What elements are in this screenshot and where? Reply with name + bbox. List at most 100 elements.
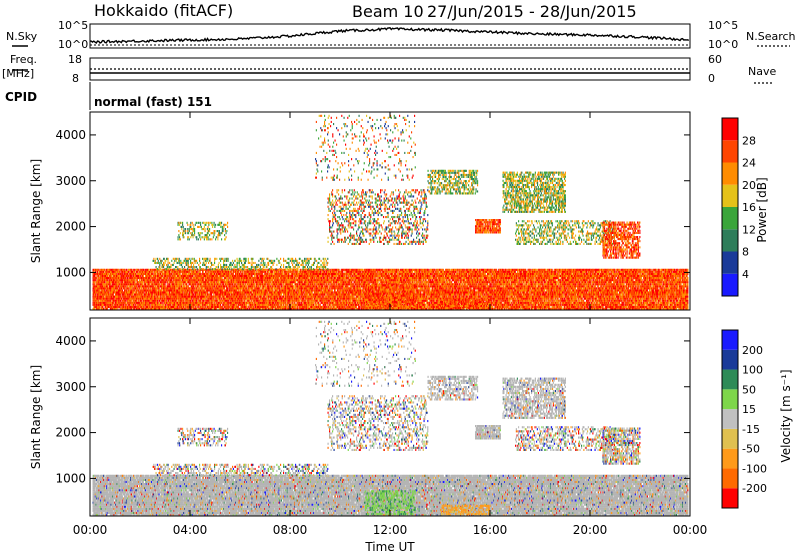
- power-cell: [162, 302, 163, 304]
- power-cell: [139, 287, 140, 289]
- power-cell: [205, 294, 206, 296]
- power-cell: [141, 287, 142, 289]
- power-cell: [114, 289, 115, 291]
- power-cell: [192, 298, 193, 300]
- power-cell: [191, 277, 192, 279]
- power-cell: [126, 285, 127, 287]
- power-cell: [214, 285, 215, 287]
- power-cell: [119, 281, 120, 283]
- power-cell: [203, 271, 204, 273]
- power-cell: [150, 306, 151, 308]
- station-title: Hokkaido (fitACF): [94, 1, 233, 20]
- nsky-line: [90, 28, 689, 43]
- power-cell: [116, 273, 117, 275]
- power-cell: [138, 269, 139, 271]
- power-cell: [103, 271, 104, 273]
- power-cell: [244, 300, 245, 302]
- power-cell: [133, 304, 134, 306]
- power-cell: [219, 281, 220, 283]
- power-cell: [176, 287, 177, 289]
- power-cell: [94, 275, 95, 277]
- freq-label: Freq.: [10, 53, 37, 66]
- nsearch-bottom-tick: 10^0: [708, 38, 738, 51]
- power-cell: [156, 273, 157, 275]
- power-cell: [169, 271, 170, 273]
- power-cell: [148, 269, 149, 271]
- power-cell: [137, 287, 138, 289]
- power-cell: [229, 273, 230, 275]
- nsearch-label: N.Search: [746, 30, 796, 43]
- power-cell: [152, 294, 153, 296]
- power-cell: [228, 304, 229, 306]
- power-cell: [183, 291, 184, 293]
- freq-unit-label: [MHz]: [2, 67, 34, 80]
- power-cell: [151, 275, 152, 277]
- power-cell: [108, 273, 109, 275]
- power-cell: [134, 281, 135, 283]
- power-cell: [121, 298, 122, 300]
- power-cell: [243, 300, 244, 302]
- power-cell: [150, 279, 151, 281]
- power-cell: [169, 291, 170, 293]
- power-cell: [153, 273, 154, 275]
- power-cell: [133, 291, 134, 293]
- power-cell: [196, 300, 197, 302]
- power-cell: [162, 275, 163, 277]
- power-cell: [125, 300, 126, 302]
- power-cell: [228, 300, 229, 302]
- power-cell: [168, 281, 169, 283]
- power-cell: [195, 269, 196, 271]
- power-cell: [158, 271, 159, 273]
- power-cell: [235, 283, 236, 285]
- power-cell: [201, 273, 202, 275]
- power-cell: [144, 306, 145, 308]
- power-cell: [194, 275, 195, 277]
- power-cell: [192, 275, 193, 277]
- power-cell: [220, 304, 221, 306]
- power-cell: [153, 285, 154, 287]
- power-cell: [200, 271, 201, 273]
- power-cell: [197, 271, 198, 273]
- power-cell: [203, 277, 204, 279]
- power-cell: [205, 306, 206, 308]
- power-cell: [228, 289, 229, 291]
- power-cell: [129, 287, 130, 289]
- power-cell: [111, 275, 112, 277]
- nsky-top-tick: 10^5: [58, 19, 88, 32]
- power-cell: [202, 287, 203, 289]
- power-cell: [222, 277, 223, 279]
- freq-bottom-tick: 8: [72, 72, 79, 85]
- power-cell: [124, 287, 125, 289]
- power-cell: [184, 285, 185, 287]
- power-cell: [132, 285, 133, 287]
- power-cell: [96, 294, 97, 296]
- power-cell: [186, 281, 187, 283]
- power-cell: [120, 294, 121, 296]
- power-cell: [159, 279, 160, 281]
- power-cell: [131, 275, 132, 277]
- power-cell: [230, 285, 231, 287]
- power-cell: [126, 289, 127, 291]
- power-cell: [119, 306, 120, 308]
- power-cell: [190, 300, 191, 302]
- power-cell: [114, 302, 115, 304]
- power-cell: [155, 277, 156, 279]
- power-cell: [139, 279, 140, 281]
- power-cell: [158, 302, 159, 304]
- power-cell: [118, 269, 119, 271]
- power-cell: [167, 291, 168, 293]
- nsky-trace: [90, 28, 689, 43]
- power-cell: [98, 300, 99, 302]
- power-cell: [159, 287, 160, 289]
- power-cell: [222, 302, 223, 304]
- power-cell: [105, 289, 106, 291]
- power-cell: [146, 291, 147, 293]
- power-cell: [217, 275, 218, 277]
- power-cell: [103, 296, 104, 298]
- power-cell: [99, 269, 100, 271]
- power-cell: [213, 298, 214, 300]
- power-cell: [141, 275, 142, 277]
- power-cell: [160, 296, 161, 298]
- power-cell: [165, 283, 166, 285]
